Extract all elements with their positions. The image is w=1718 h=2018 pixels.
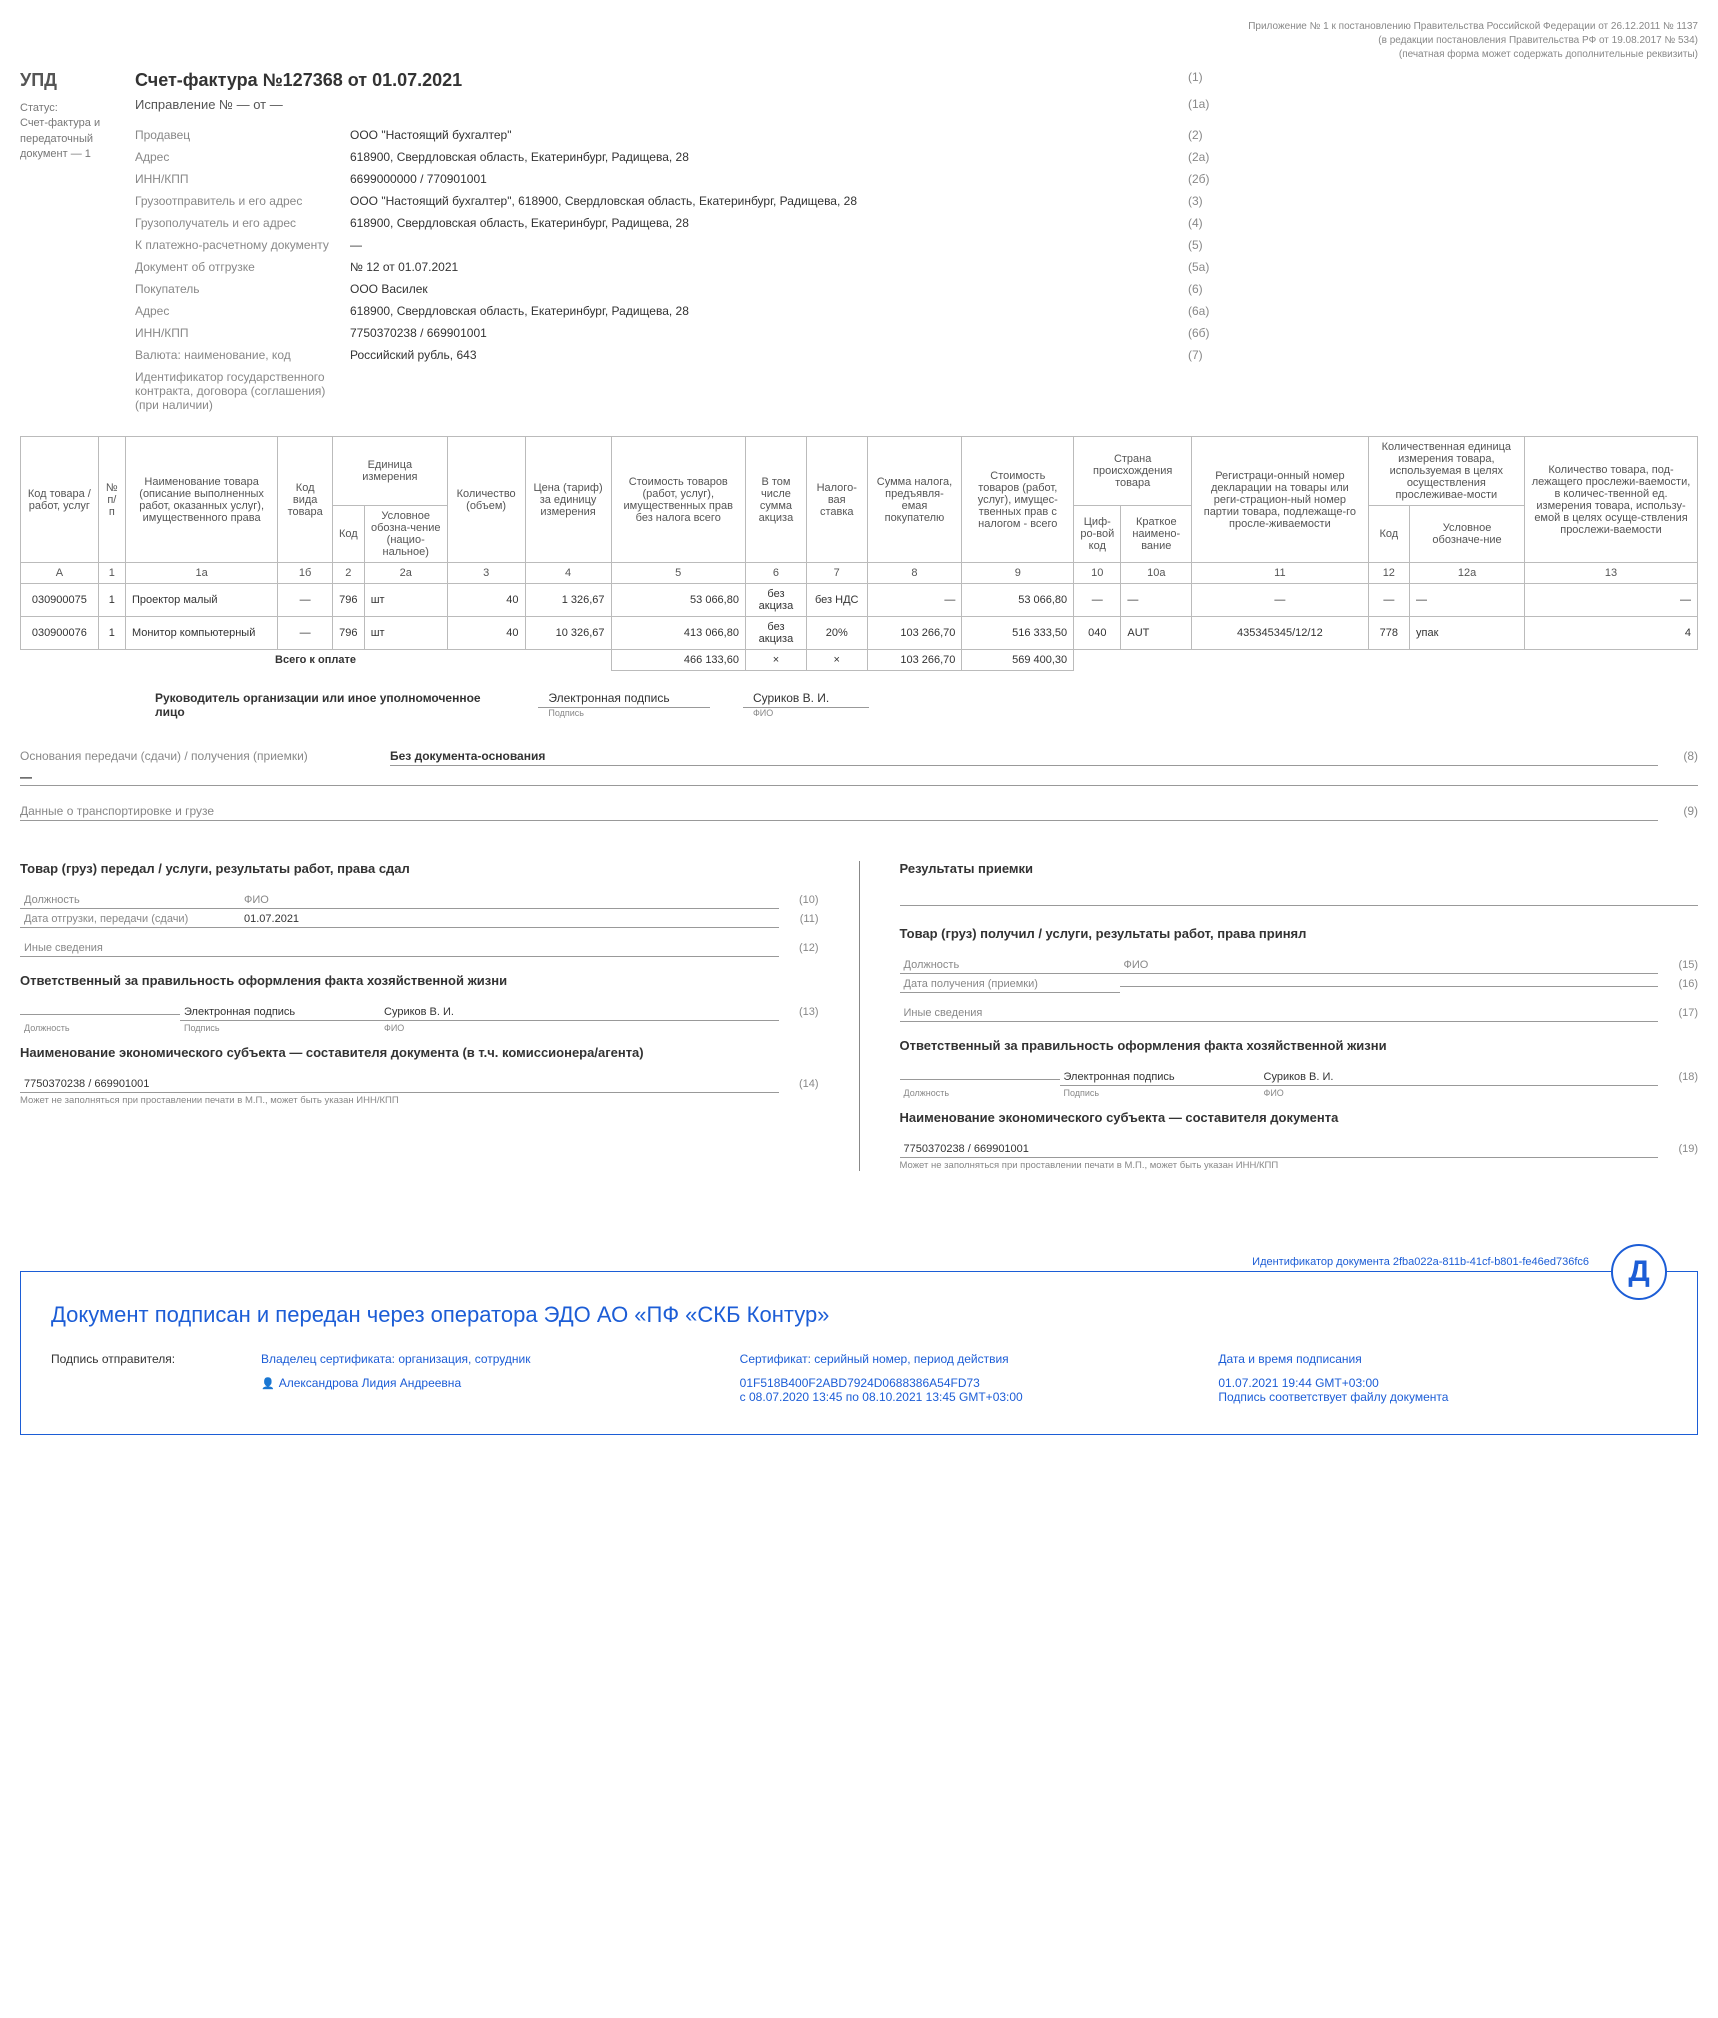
- transport-row: Данные о транспортировке и грузе (9): [20, 804, 1698, 821]
- ref-1: (1): [1188, 70, 1248, 97]
- field-row: Дата отгрузки, передачи (сдачи) 01.07.20…: [20, 911, 819, 928]
- right-column: Результаты приемки Товар (груз) получил /…: [900, 861, 1699, 1171]
- owner-hdr: Владелец сертификата: организация, сотру…: [261, 1352, 710, 1366]
- ref-1a: (1а): [1188, 97, 1248, 124]
- basis-label: Основания передачи (сдачи) / получения (…: [20, 749, 390, 763]
- section-title: Товар (груз) передал / услуги, результат…: [20, 861, 819, 876]
- sig-name-sub: ФИО: [753, 708, 869, 718]
- field-row: Должность ФИО (10): [20, 892, 819, 909]
- info-label: Грузоотправитель и его адрес: [135, 194, 350, 208]
- info-ref: (5а): [1188, 260, 1248, 274]
- upd-status-label: Статус:: [20, 102, 58, 114]
- resp-row: Электронная подпись Суриков В. И. (18): [900, 1069, 1699, 1086]
- resp-row: Электронная подпись Суриков В. И. (13): [20, 1004, 819, 1021]
- signature-box: Идентификатор документа 2fba022a-811b-41…: [20, 1271, 1698, 1435]
- info-ref: (7): [1188, 348, 1248, 362]
- info-label: ИНН/КПП: [135, 172, 350, 186]
- sign-title: Документ подписан и передан через операт…: [51, 1302, 1667, 1328]
- econ-title: Наименование экономического субъекта — с…: [900, 1110, 1699, 1125]
- info-label: Адрес: [135, 150, 350, 164]
- info-ref: (6б): [1188, 326, 1248, 340]
- info-value: 7750370238 / 669901001: [350, 326, 1188, 340]
- transport-label: Данные о транспортировке и грузе: [20, 804, 1658, 821]
- header-note: Приложение № 1 к постановлению Правитель…: [20, 20, 1698, 62]
- resp-title: Ответственный за правильность оформления…: [20, 973, 819, 988]
- info-ref: (2б): [1188, 172, 1248, 186]
- sig-type-sub: Подпись: [548, 708, 709, 718]
- basis-value: Без документа-основания: [390, 749, 1658, 766]
- info-label: Адрес: [135, 304, 350, 318]
- field-row: Должность ФИО (15): [900, 957, 1699, 974]
- econ-row: 7750370238 / 669901001(19): [900, 1141, 1699, 1158]
- cert-hdr: Сертификат: серийный номер, период дейст…: [740, 1352, 1189, 1366]
- info-value: 618900, Свердловская область, Екатеринбу…: [350, 150, 1188, 164]
- info-value: 6699000000 / 770901001: [350, 172, 1188, 186]
- basis-row: Основания передачи (сдачи) / получения (…: [20, 749, 1698, 766]
- date-hdr: Дата и время подписания: [1218, 1352, 1667, 1366]
- info-value: ООО "Настоящий бухгалтер": [350, 128, 1188, 142]
- info-label: Идентификатор государственного контракта…: [135, 370, 350, 412]
- upd-sidebar: УПД Статус: Счет-фактура и передаточный …: [20, 70, 135, 416]
- info-value: —: [350, 238, 1188, 252]
- info-value: Российский рубль, 643: [350, 348, 1188, 362]
- info-label: Валюта: наименование, код: [135, 348, 350, 362]
- info-label: К платежно-расчетному документу: [135, 238, 350, 252]
- info-ref: (5): [1188, 238, 1248, 252]
- sign-docid: Идентификатор документа 2fba022a-811b-41…: [1244, 1256, 1597, 1268]
- invoice-block: Счет-фактура №127368 от 01.07.2021 (1) И…: [135, 70, 1698, 416]
- other-row: Иные сведения(12): [20, 940, 819, 957]
- sign-badge-icon: Д: [1611, 1244, 1667, 1300]
- field-row: Дата получения (приемки) (16): [900, 976, 1699, 993]
- manager-label: Руководитель организации или иное уполно…: [155, 691, 505, 719]
- invoice-title: Счет-фактура №127368 от 01.07.2021: [135, 70, 1188, 91]
- info-label: ИНН/КПП: [135, 326, 350, 340]
- other-row: Иные сведения(17): [900, 1005, 1699, 1022]
- info-ref: (3): [1188, 194, 1248, 208]
- info-ref: (2а): [1188, 150, 1248, 164]
- info-label: Покупатель: [135, 282, 350, 296]
- info-value: ООО "Настоящий бухгалтер", 618900, Сверд…: [350, 194, 1188, 208]
- info-value: № 12 от 01.07.2021: [350, 260, 1188, 274]
- econ-note: Может не заполняться при проставлении пе…: [900, 1160, 1699, 1171]
- section-title: Результаты приемки: [900, 861, 1699, 876]
- owner-name: Александрова Лидия Андреевна: [261, 1376, 710, 1390]
- info-label: Продавец: [135, 128, 350, 142]
- info-label: Грузополучатель и его адрес: [135, 216, 350, 230]
- info-value: ООО Василек: [350, 282, 1188, 296]
- sig-name: Суриков В. И.: [743, 691, 869, 708]
- table-row: 0309000761Монитор компьютерный— 796шт401…: [21, 617, 1698, 650]
- date-value: 01.07.2021 19:44 GMT+03:00 Подпись соотв…: [1218, 1376, 1667, 1404]
- upd-status-text: Счет-фактура и передаточный документ — 1: [20, 117, 100, 160]
- econ-note: Может не заполняться при проставлении пе…: [20, 1095, 819, 1106]
- invoice-correction: Исправление № — от —: [135, 97, 1188, 112]
- left-column: Товар (груз) передал / услуги, результат…: [20, 861, 819, 1171]
- items-table: Код товара / работ, услуг№ п/пНаименован…: [20, 436, 1698, 671]
- manager-signature: Руководитель организации или иное уполно…: [20, 691, 1698, 719]
- info-value: 618900, Свердловская область, Екатеринбу…: [350, 304, 1188, 318]
- info-label: Документ об отгрузке: [135, 260, 350, 274]
- sender-label: Подпись отправителя:: [51, 1352, 231, 1404]
- column-divider: [859, 861, 860, 1171]
- transport-ref: (9): [1658, 804, 1698, 821]
- resp-title: Ответственный за правильность оформления…: [900, 1038, 1699, 1053]
- table-row: 0309000751Проектор малый— 796шт401 326,6…: [21, 584, 1698, 617]
- basis-ref: (8): [1658, 749, 1698, 763]
- econ-title: Наименование экономического субъекта — с…: [20, 1045, 819, 1060]
- info-value: 618900, Свердловская область, Екатеринбу…: [350, 216, 1188, 230]
- info-ref: (2): [1188, 128, 1248, 142]
- basis-dash: —: [20, 770, 1698, 786]
- totals-row: Всего к оплате 466 133,60××103 266,70569…: [21, 650, 1698, 671]
- info-ref: (6): [1188, 282, 1248, 296]
- cert-value: 01F518B400F2ABD7924D0688386A54FD73 с 08.…: [740, 1376, 1189, 1404]
- info-ref: (4): [1188, 216, 1248, 230]
- sig-type: Электронная подпись: [538, 691, 709, 708]
- info-ref: (6а): [1188, 304, 1248, 318]
- section-subtitle: Товар (груз) получил / услуги, результат…: [900, 926, 1699, 941]
- upd-title: УПД: [20, 70, 125, 91]
- econ-row: 7750370238 / 669901001(14): [20, 1076, 819, 1093]
